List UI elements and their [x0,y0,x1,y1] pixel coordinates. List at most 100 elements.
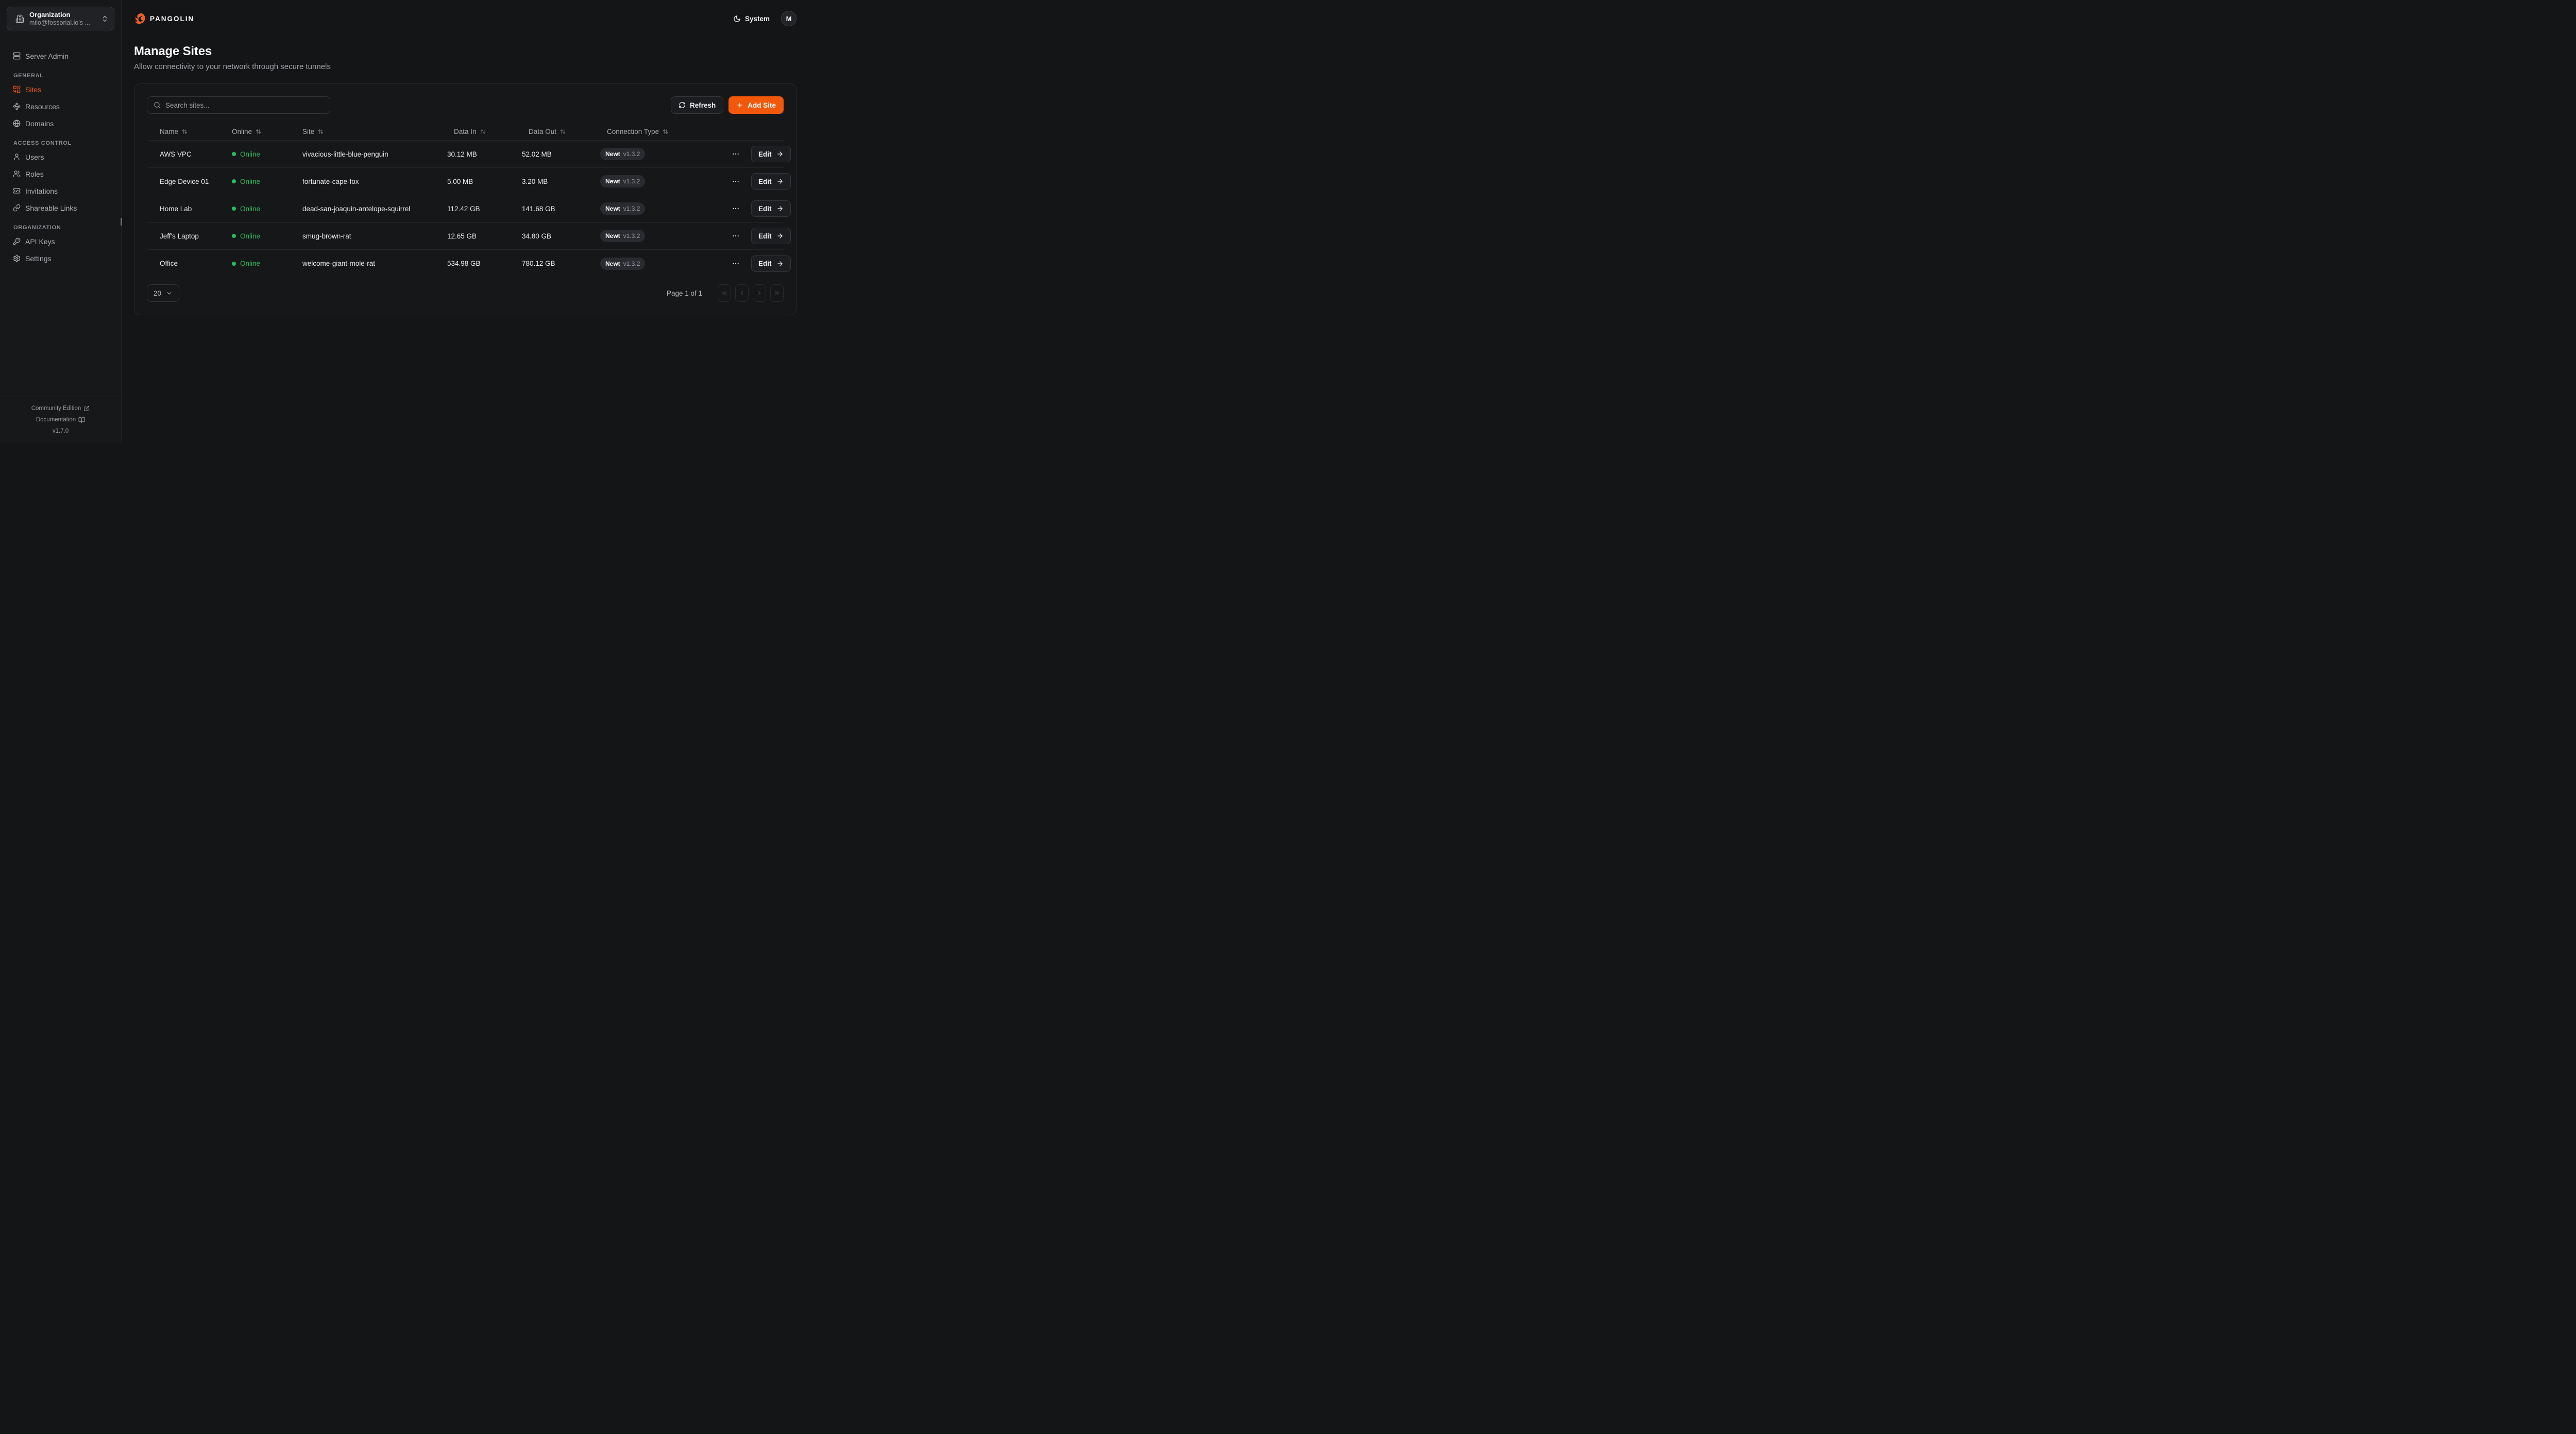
column-header-online[interactable]: Online [232,128,302,135]
row-menu-button[interactable] [730,230,742,242]
community-edition-label: Community Edition [31,405,81,412]
row-menu-button[interactable] [730,148,742,160]
connection-version-label: v1.3.2 [623,260,640,267]
data-in-cell: 30.12 MB [447,150,477,158]
sidebar-item-api-keys[interactable]: API Keys [0,233,121,250]
topbar: PANGOLIN System M [134,0,796,37]
sidebar-item-users[interactable]: Users [0,148,121,165]
site-name-cell: AWS VPC [160,150,192,158]
ellipsis-icon [732,177,740,185]
online-status-cell: Online [232,260,302,267]
edit-label: Edit [758,260,772,267]
edit-label: Edit [758,150,772,158]
last-page-button[interactable] [770,284,784,302]
search-box [147,96,330,114]
sidebar-item-label: Server Admin [25,52,69,60]
page-subtitle: Allow connectivity to your network throu… [134,62,331,71]
column-header-data-in[interactable]: Data In [447,128,522,135]
connection-type-label: Newt [605,205,620,212]
sidebar-item-domains[interactable]: Domains [0,115,121,132]
page-size-value: 20 [154,289,162,297]
sidebar-item-server-admin[interactable]: Server Admin [0,47,121,64]
theme-toggle[interactable]: System [733,15,770,23]
prev-page-button[interactable] [735,284,749,302]
connection-version-label: v1.3.2 [623,232,640,240]
column-header-connection-type[interactable]: Connection Type [600,128,730,135]
column-label: Online [232,128,252,135]
sidebar-item-label: Users [25,152,44,161]
row-actions: Edit [730,173,791,190]
edit-button[interactable]: Edit [751,146,791,162]
sidebar-item-invitations[interactable]: Invitations [0,182,121,199]
arrow-right-icon [776,232,784,240]
sidebar-item-settings[interactable]: Settings [0,250,121,267]
globe-icon [13,120,21,127]
page-size-select[interactable]: 20 [147,284,180,302]
brand-link[interactable]: PANGOLIN [134,12,194,25]
link-icon [13,204,21,212]
sidebar-item-roles[interactable]: Roles [0,165,121,182]
edit-button[interactable]: Edit [751,200,791,217]
sidebar-item-label: Settings [25,254,52,263]
avatar[interactable]: M [781,11,796,26]
connection-type-label: Newt [605,260,620,267]
column-header-site[interactable]: Site [302,128,447,135]
documentation-link[interactable]: Documentation [0,414,121,425]
next-page-button[interactable] [753,284,766,302]
sort-icon [256,129,261,134]
main-area: PANGOLIN System M Manage Sites Allow con… [122,0,809,443]
sidebar-item-shareable-links[interactable]: Shareable Links [0,199,121,216]
sort-icon [560,129,566,134]
online-status-cell: Online [232,150,302,158]
edit-label: Edit [758,177,772,185]
online-status-cell: Online [232,205,302,213]
online-status-label: Online [240,260,261,267]
org-value: milo@fossorial.io's ... [29,19,90,26]
community-edition-link[interactable]: Community Edition [0,403,121,414]
ellipsis-icon [732,150,740,158]
theme-label: System [744,14,770,23]
ellipsis-icon [732,232,740,240]
page-status: Page 1 of 1 [666,289,702,297]
site-slug-cell: vivacious-little-blue-penguin [302,150,388,158]
column-label: Name [160,128,179,135]
users-icon [13,170,21,178]
org-selector[interactable]: Organization milo@fossorial.io's ... [7,7,114,30]
site-slug-cell: smug-brown-rat [302,232,351,240]
sidebar-nav: Server Admin GENERAL Sites Resources Dom… [0,37,121,397]
row-actions: Edit [730,200,791,217]
section-title-organization: ORGANIZATION [13,225,61,231]
edit-label: Edit [758,204,772,213]
row-menu-button[interactable] [730,175,742,187]
connection-version-label: v1.3.2 [623,178,640,185]
connection-type-cell: Newt v1.3.2 [600,148,730,160]
site-name-cell: Office [160,260,178,267]
sort-icon [318,129,324,134]
chevrons-left-icon [721,289,728,297]
refresh-button[interactable]: Refresh [670,96,724,114]
data-out-cell: 141.68 GB [522,204,555,213]
sidebar-resize-handle[interactable] [121,218,122,226]
column-label: Data In [454,128,477,135]
add-site-button[interactable]: Add Site [728,96,784,114]
table-row: AWS VPC Online vivacious-little-blue-pen… [147,141,791,168]
sidebar-item-label: Shareable Links [25,203,77,212]
server-icon [13,52,21,60]
sidebar-item-resources[interactable]: Resources [0,98,121,115]
edit-button[interactable]: Edit [751,173,791,190]
sidebar-item-sites[interactable]: Sites [0,81,121,98]
online-dot-icon [232,234,236,238]
brand-name: PANGOLIN [150,14,195,23]
column-header-name[interactable]: Name [160,128,232,135]
row-menu-button[interactable] [730,258,742,270]
edit-button[interactable]: Edit [751,255,791,272]
search-input[interactable] [165,101,324,109]
connection-type-badge: Newt v1.3.2 [600,175,646,187]
column-header-data-out[interactable]: Data Out [522,128,600,135]
edit-button[interactable]: Edit [751,228,791,244]
site-name-cell: Jeff's Laptop [160,232,199,240]
connection-type-badge: Newt v1.3.2 [600,257,646,270]
first-page-button[interactable] [718,284,731,302]
site-slug-cell: fortunate-cape-fox [302,177,359,185]
row-menu-button[interactable] [730,202,742,215]
